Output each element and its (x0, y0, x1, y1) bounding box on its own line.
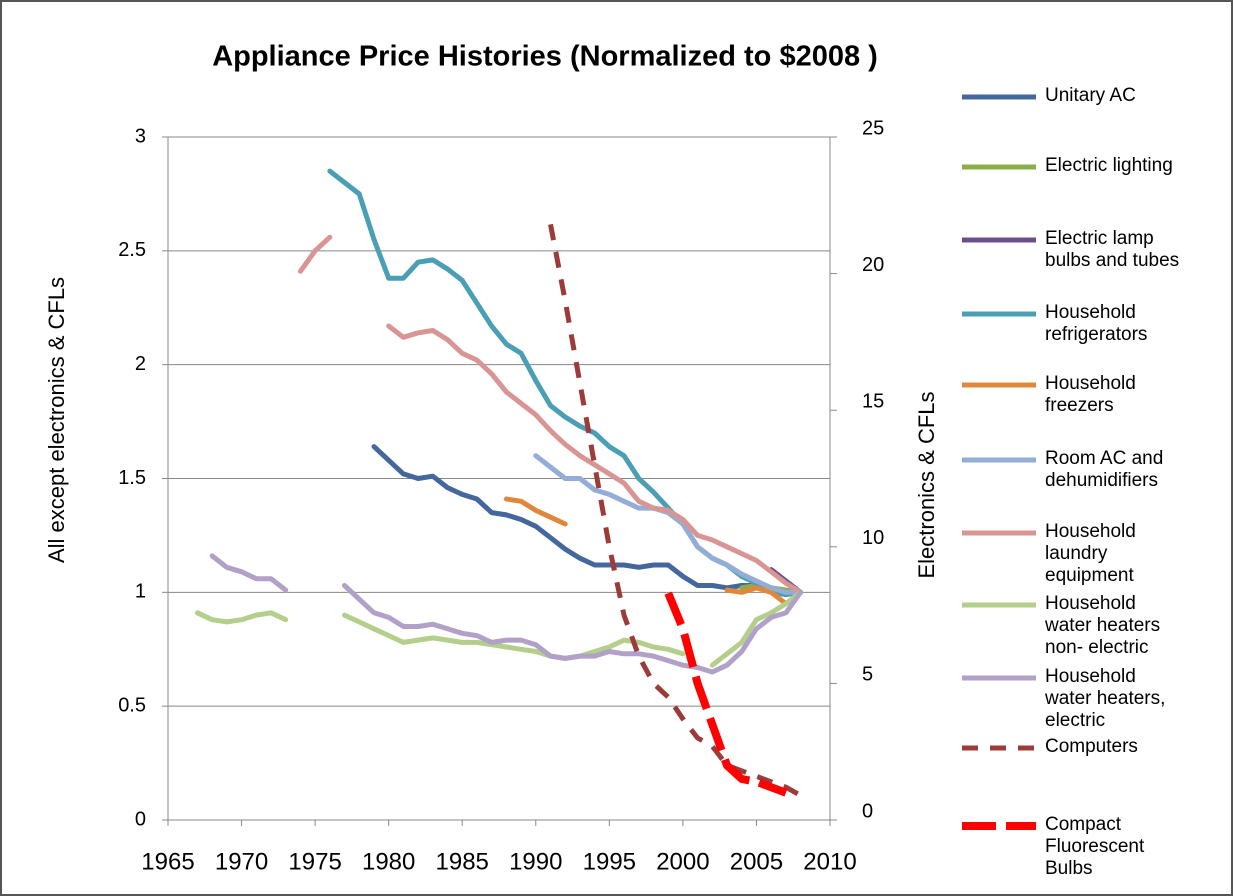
legend-label: Compact Fluorescent Bulbs (1045, 814, 1145, 879)
y-axis-label: All except electronics & CFLs (44, 277, 69, 563)
series-line (533, 453, 804, 595)
legend-label: Electric lighting (1045, 155, 1173, 176)
x-tick-label: 2000 (656, 848, 709, 875)
y-tick-label: 3 (135, 125, 146, 147)
series-line (327, 168, 804, 598)
y2-tick-label: 0 (862, 800, 873, 822)
legend-label: Electric lamp bulbs and tubes (1045, 228, 1180, 271)
y-tick-label: 1 (135, 581, 146, 603)
series-line (503, 496, 804, 607)
x-tick-label: 2005 (730, 848, 783, 875)
series-line (209, 553, 804, 675)
series-line (371, 444, 804, 595)
legend-label: Household refrigerators (1045, 302, 1148, 345)
y-tick-label: 0.5 (118, 694, 146, 716)
x-tick-label: 1990 (509, 848, 562, 875)
legend-label: Household freezers (1045, 373, 1136, 416)
y2-tick-label: 10 (862, 527, 884, 549)
legend-label: Unitary AC (1045, 85, 1136, 106)
y-tick-label: 2.5 (118, 239, 146, 261)
series-line (297, 234, 804, 595)
y2-tick-label: 15 (862, 390, 884, 412)
y-tick-label: 0 (135, 808, 146, 830)
y2-axis-label: Electronics & CFLs (914, 391, 939, 578)
series-line (548, 223, 802, 798)
legend-label: Household laundry equipment (1045, 521, 1136, 586)
series-line (664, 591, 788, 797)
legend-label: Computers (1045, 736, 1138, 757)
x-tick-label: 1965 (141, 848, 194, 875)
x-tick-label: 1995 (583, 848, 636, 875)
x-tick-label: 1970 (215, 848, 268, 875)
x-tick-label: 2010 (803, 848, 856, 875)
chart-title: Appliance Price Histories (Normalized to… (212, 41, 878, 73)
y2-tick-label: 25 (862, 117, 884, 139)
y-tick-label: 2 (135, 353, 146, 375)
legend-label: Household water heaters, electric (1045, 666, 1166, 731)
x-tick-label: 1985 (436, 848, 489, 875)
y2-tick-label: 20 (862, 254, 884, 276)
y2-tick-label: 5 (862, 664, 873, 686)
y-tick-label: 1.5 (118, 467, 146, 489)
series-line (194, 589, 804, 668)
x-tick-label: 1975 (288, 848, 341, 875)
legend-label: Room AC and dehumidifiers (1045, 448, 1164, 491)
legend-label: Household water heaters non- electric (1045, 593, 1161, 658)
x-tick-label: 1980 (362, 848, 415, 875)
